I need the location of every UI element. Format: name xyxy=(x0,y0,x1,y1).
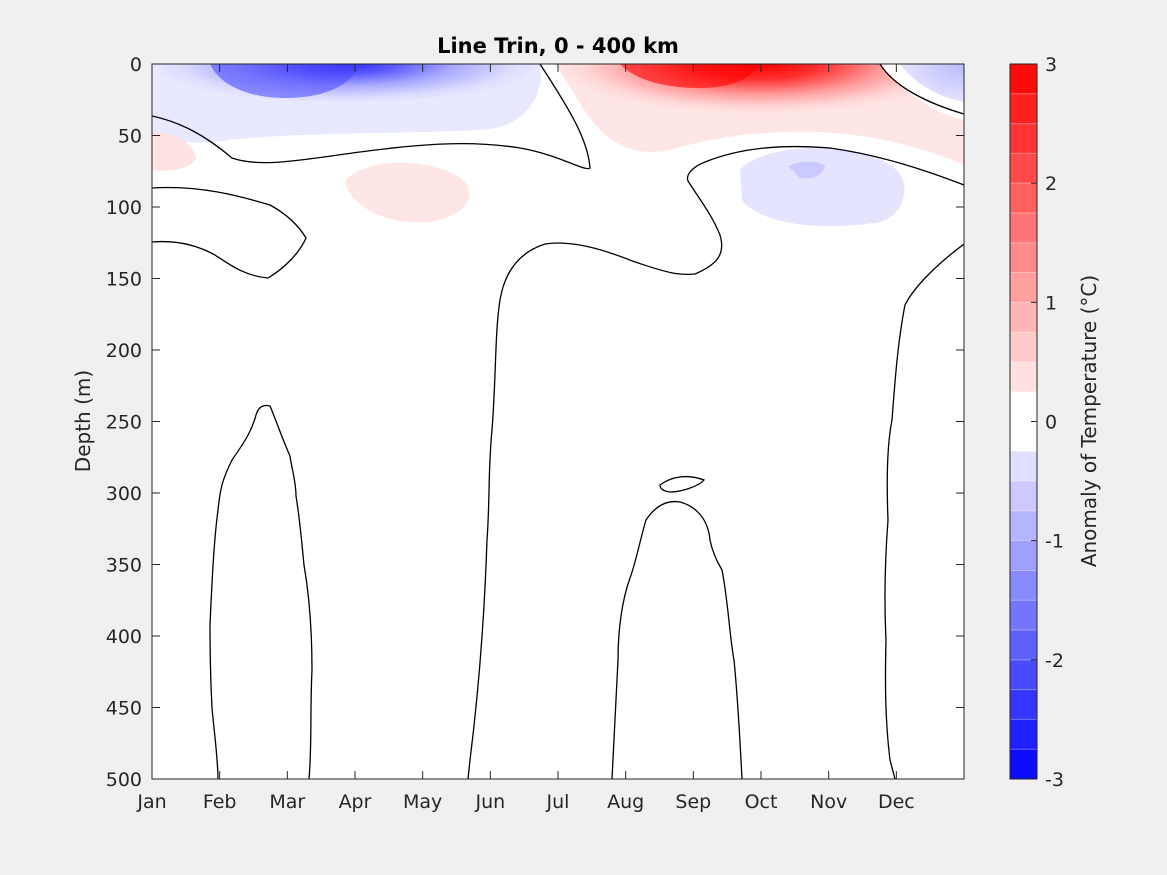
colorbar-band xyxy=(1010,749,1037,780)
warm-blob-apr xyxy=(345,162,470,223)
contour-line xyxy=(209,404,313,779)
colorbar-tick-label: 0 xyxy=(1045,412,1057,434)
colorbar-band xyxy=(1010,93,1037,125)
contour-line xyxy=(879,64,964,115)
colorbar-band xyxy=(1010,630,1037,661)
colorbar-band xyxy=(1010,600,1037,631)
zero-contours xyxy=(152,64,964,779)
cold-blob-oct-core xyxy=(788,161,825,179)
x-tick-label: May xyxy=(403,791,442,813)
y-axis: 0 50 100 150 200 250 300 350 400 450 500 xyxy=(106,54,964,791)
x-tick-label: Jun xyxy=(474,791,505,813)
x-tick-label: Mar xyxy=(269,791,305,813)
colorbar-band xyxy=(1010,212,1037,244)
colorbar-tick-label: -2 xyxy=(1045,650,1064,672)
x-tick-label: Dec xyxy=(878,791,915,813)
colorbar-band xyxy=(1010,272,1037,303)
colorbar-band xyxy=(1010,302,1037,333)
colorbar-band xyxy=(1010,451,1037,482)
contour-fill xyxy=(152,64,964,227)
x-tick-label: Oct xyxy=(745,791,778,813)
colorbar-band xyxy=(1010,183,1037,214)
y-tick-label: 450 xyxy=(106,698,142,720)
x-tick-label: Feb xyxy=(203,791,237,813)
x-tick-label: Jan xyxy=(136,791,166,813)
x-tick-label: Nov xyxy=(810,791,847,813)
colorbar-band xyxy=(1010,361,1037,393)
colorbar-band xyxy=(1010,481,1037,512)
colorbar-band xyxy=(1010,242,1037,274)
contour-line xyxy=(152,64,591,170)
contour-line xyxy=(611,500,743,779)
warm-anomaly-shade xyxy=(555,64,964,165)
cold-anomaly-core xyxy=(210,64,360,98)
colorbar-ticks: 3 2 1 0 -1 -2 -3 xyxy=(1031,54,1064,791)
x-tick-label: Jul xyxy=(546,791,570,813)
y-tick-label: 50 xyxy=(118,126,142,148)
cold-edge-dec xyxy=(900,64,964,102)
y-tick-label: 150 xyxy=(106,269,142,291)
y-tick-label: 400 xyxy=(106,626,142,648)
colorbar-band xyxy=(1010,659,1037,691)
x-tick-label: Sep xyxy=(675,791,711,813)
x-axis: Jan Feb Mar Apr May Jun Jul Aug Sep Oct Nov Dec xyxy=(136,64,915,813)
colorbar xyxy=(1010,63,1037,780)
colorbar-band xyxy=(1010,570,1037,601)
colorbar-band xyxy=(1010,689,1037,720)
y-tick-label: 500 xyxy=(106,769,142,791)
y-tick-label: 0 xyxy=(130,54,142,76)
y-tick-label: 100 xyxy=(106,197,142,219)
contour-line xyxy=(659,475,706,493)
x-tick-label: Aug xyxy=(607,791,644,813)
colorbar-band xyxy=(1010,332,1037,363)
colorbar-tick-label: 2 xyxy=(1045,173,1057,195)
y-tick-label: 250 xyxy=(106,412,142,434)
colorbar-tick-label: -3 xyxy=(1045,769,1064,791)
contour-line xyxy=(152,186,307,279)
x-tick-label: Apr xyxy=(339,791,372,813)
colorbar-band xyxy=(1010,421,1037,452)
y-tick-label: 350 xyxy=(106,555,142,577)
warm-blob-jan xyxy=(152,132,196,171)
chart-title: Line Trin, 0 - 400 km xyxy=(437,34,679,58)
colorbar-band xyxy=(1010,719,1037,750)
warm-anomaly-core xyxy=(620,64,760,88)
y-axis-label: Depth (m) xyxy=(71,370,95,472)
colorbar-tick-label: 3 xyxy=(1045,54,1057,76)
colorbar-tick-label: 1 xyxy=(1045,292,1057,314)
colorbar-tick-label: -1 xyxy=(1045,531,1064,553)
colorbar-band xyxy=(1010,510,1037,542)
colorbar-band xyxy=(1010,123,1037,154)
colorbar-label: Anomaly of Temperature (°C) xyxy=(1077,275,1101,567)
y-tick-label: 300 xyxy=(106,483,142,505)
colorbar-band xyxy=(1010,540,1037,571)
cold-blob-oct xyxy=(740,147,905,227)
contour-line xyxy=(467,145,964,779)
colorbar-band xyxy=(1010,153,1037,184)
colorbar-band xyxy=(1010,391,1037,422)
contour-line xyxy=(884,243,964,779)
colorbar-band xyxy=(1010,64,1037,95)
y-tick-label: 200 xyxy=(106,340,142,362)
